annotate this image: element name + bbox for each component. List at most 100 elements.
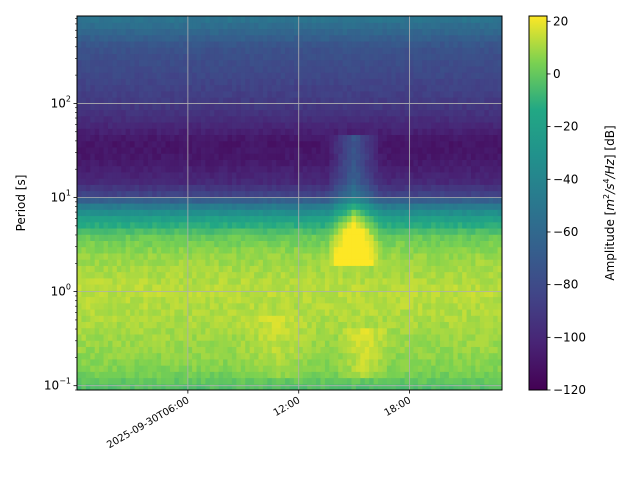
- heatmap-cell: [125, 246, 131, 254]
- heatmap-cell: [262, 259, 268, 266]
- heatmap-cell: [138, 140, 145, 148]
- heatmap-cell: [267, 252, 273, 260]
- heatmap-cell: [404, 277, 410, 285]
- heatmap-cell: [391, 165, 397, 173]
- heatmap-cell: [342, 221, 348, 229]
- heatmap-cell: [311, 103, 317, 111]
- heatmap-cell: [342, 296, 348, 304]
- heatmap-cell: [240, 315, 246, 323]
- heatmap-cell: [236, 97, 242, 104]
- heatmap-cell: [342, 383, 348, 390]
- heatmap-cell: [245, 146, 251, 154]
- heatmap-cell: [360, 271, 366, 279]
- heatmap-cell: [320, 72, 326, 79]
- heatmap-cell: [169, 84, 175, 92]
- heatmap-cell: [161, 352, 167, 360]
- heatmap-cell: [99, 290, 105, 298]
- heatmap-cell: [373, 140, 379, 148]
- heatmap-cell: [200, 184, 206, 192]
- heatmap-cell: [130, 153, 136, 160]
- heatmap-cell: [249, 221, 255, 229]
- heatmap-cell: [426, 121, 432, 129]
- heatmap-cell: [267, 290, 273, 298]
- heatmap-cell: [77, 246, 83, 254]
- heatmap-cell: [205, 203, 211, 210]
- heatmap-cell: [223, 196, 229, 204]
- heatmap-cell: [249, 28, 255, 36]
- heatmap-cell: [391, 153, 397, 160]
- heatmap-cell: [409, 377, 415, 385]
- heatmap-cell: [382, 315, 388, 323]
- heatmap-cell: [240, 159, 246, 167]
- heatmap-cell: [422, 165, 428, 173]
- heatmap-cell: [276, 327, 282, 335]
- heatmap-cell: [130, 22, 136, 30]
- heatmap-cell: [249, 315, 255, 323]
- heatmap-cell: [121, 252, 127, 260]
- heatmap-cell: [178, 315, 184, 323]
- heatmap-cell: [347, 383, 353, 390]
- heatmap-cell: [192, 265, 198, 273]
- heatmap-cell: [267, 65, 273, 73]
- heatmap-cell: [417, 153, 423, 160]
- heatmap-cell: [386, 47, 392, 54]
- heatmap-cell: [355, 103, 361, 111]
- heatmap-cell: [178, 321, 184, 329]
- heatmap-cell: [125, 358, 131, 366]
- heatmap-cell: [271, 128, 277, 136]
- heatmap-cell: [409, 209, 415, 217]
- heatmap-cell: [404, 78, 410, 86]
- heatmap-cell: [165, 246, 171, 254]
- heatmap-cell: [174, 221, 180, 229]
- heatmap-cell: [81, 109, 87, 117]
- heatmap-cell: [400, 28, 406, 36]
- heatmap-cell: [236, 115, 242, 123]
- heatmap-cell: [360, 190, 366, 198]
- heatmap-cell: [324, 352, 330, 360]
- heatmap-cell: [254, 121, 260, 129]
- heatmap-cell: [342, 227, 348, 235]
- heatmap-cell: [169, 352, 175, 360]
- heatmap-cell: [355, 59, 361, 67]
- heatmap-cell: [316, 109, 322, 117]
- heatmap-cell: [293, 165, 299, 173]
- heatmap-cell: [347, 22, 353, 30]
- heatmap-cell: [360, 28, 366, 36]
- heatmap-cell: [351, 65, 357, 73]
- heatmap-cell: [249, 265, 255, 273]
- heatmap-cell: [378, 203, 384, 210]
- heatmap-cell: [138, 246, 145, 254]
- heatmap-cell: [338, 346, 344, 354]
- heatmap-cell: [161, 65, 167, 73]
- heatmap-cell: [400, 358, 406, 366]
- heatmap-cell: [196, 321, 202, 329]
- heatmap-cell: [285, 240, 291, 248]
- heatmap-cell: [320, 115, 326, 123]
- heatmap-cell: [125, 90, 131, 98]
- heatmap-cell: [156, 284, 162, 291]
- heatmap-cell: [280, 240, 286, 248]
- heatmap-cell: [94, 340, 100, 347]
- heatmap-cell: [121, 358, 127, 366]
- heatmap-cell: [240, 371, 246, 379]
- heatmap-cell: [227, 340, 233, 347]
- heatmap-cell: [316, 265, 322, 273]
- heatmap-cell: [218, 203, 224, 210]
- heatmap-cell: [121, 115, 127, 123]
- heatmap-cell: [112, 234, 118, 241]
- heatmap-cell: [223, 340, 229, 347]
- heatmap-cell: [116, 128, 122, 136]
- heatmap-cell: [267, 215, 273, 223]
- heatmap-cell: [121, 315, 127, 323]
- heatmap-cell: [289, 134, 295, 142]
- heatmap-cell: [169, 196, 175, 204]
- heatmap-cell: [391, 140, 397, 148]
- heatmap-cell: [307, 346, 313, 354]
- heatmap-cell: [435, 302, 441, 310]
- heatmap-cell: [169, 290, 175, 298]
- heatmap-cell: [307, 327, 313, 335]
- heatmap-cell: [99, 103, 105, 111]
- heatmap-cell: [444, 352, 450, 360]
- heatmap-cell: [107, 340, 114, 347]
- heatmap-cell: [245, 203, 251, 210]
